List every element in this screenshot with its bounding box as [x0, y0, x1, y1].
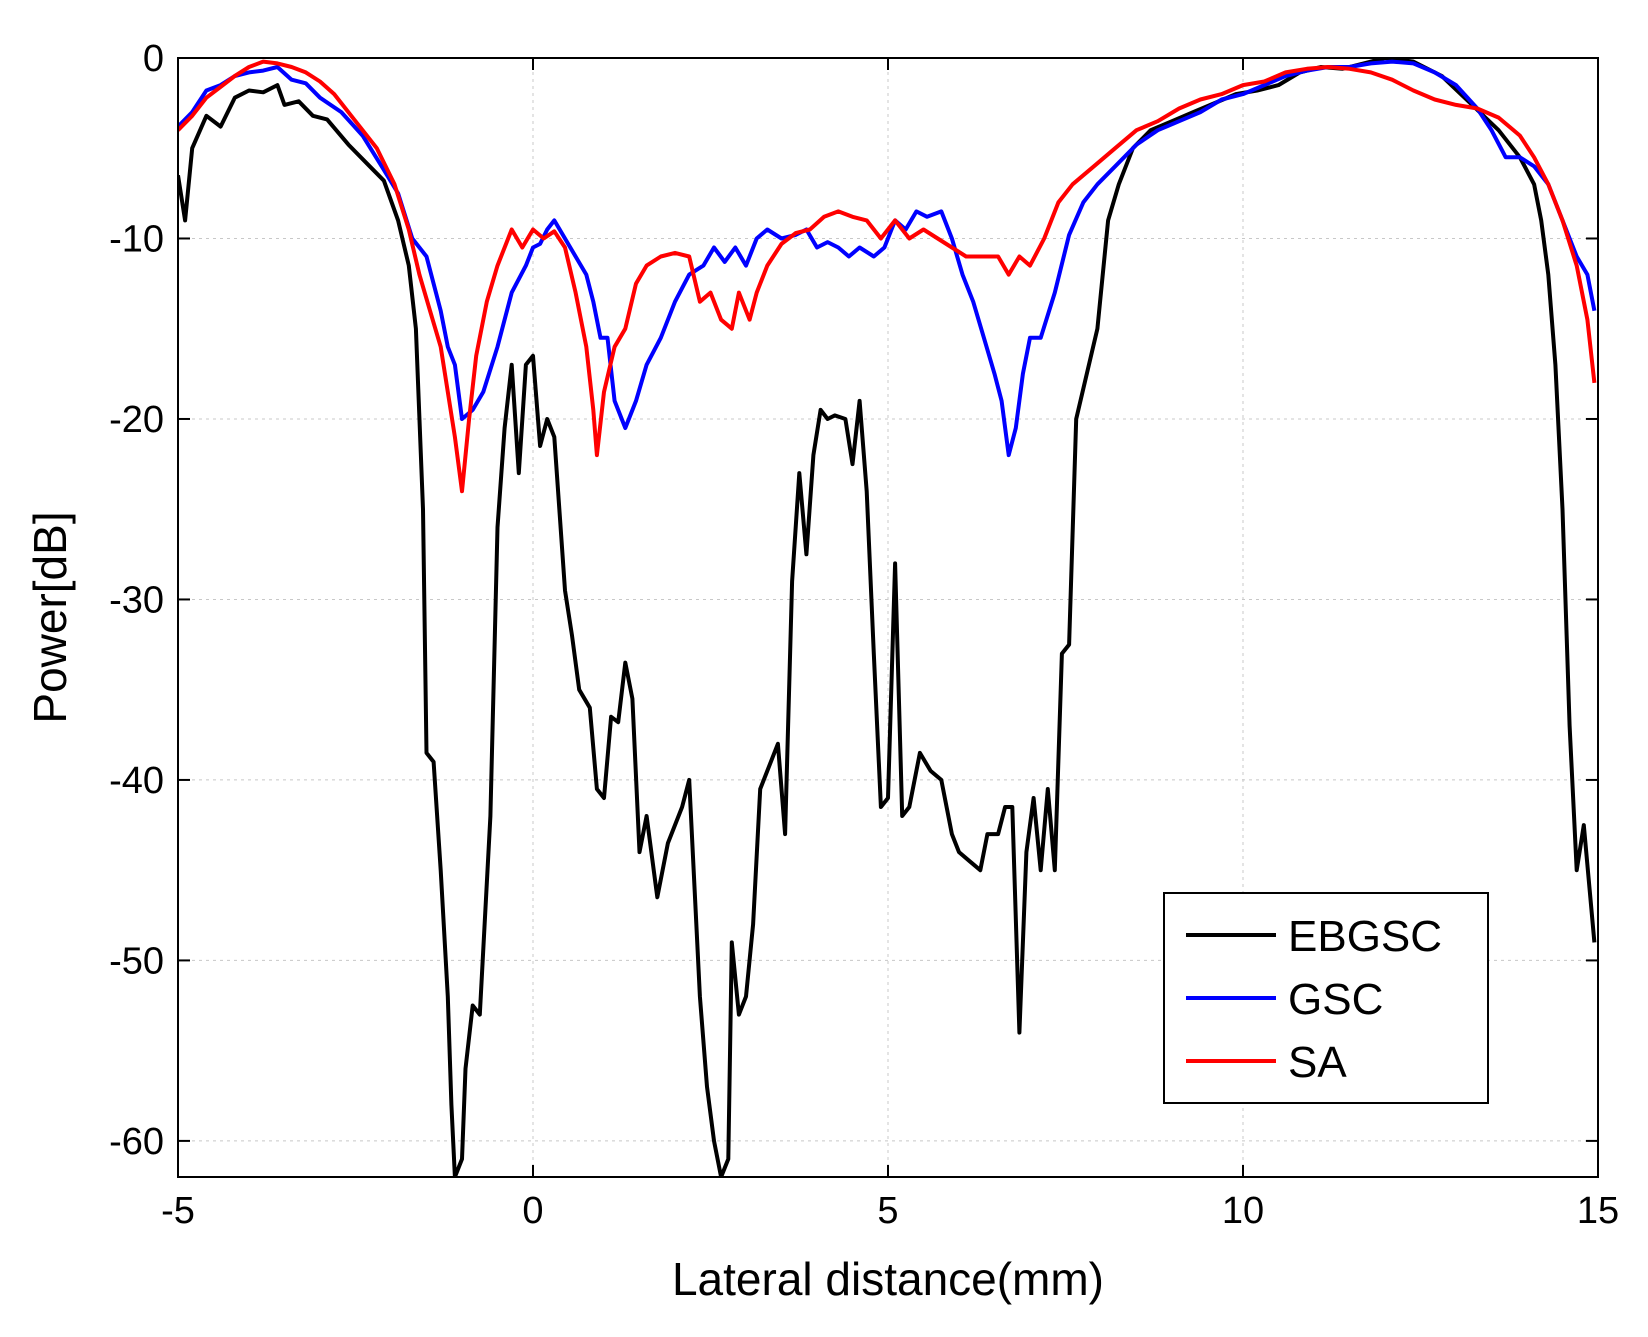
legend: EBGSC GSC SA: [1163, 892, 1489, 1104]
x-tick-label: 15: [1577, 1190, 1619, 1232]
series-group: [178, 58, 1597, 1177]
y-axis-title: Power[dB]: [24, 511, 76, 723]
x-tick-label: 5: [877, 1190, 898, 1232]
series-line-sa: [178, 59, 1597, 494]
y-tick-label: -10: [109, 218, 164, 260]
y-tick-label: -20: [109, 399, 164, 441]
y-tick-label: -60: [109, 1121, 164, 1163]
series-line-ebgsc: [178, 58, 1597, 1177]
axis-ticks: -5 0 5 10 150-10-20-30-40-50-60: [109, 38, 1619, 1232]
x-tick-label: 0: [522, 1190, 543, 1232]
y-tick-label: 0: [143, 38, 164, 80]
legend-label-sa: SA: [1288, 1038, 1347, 1087]
series-line-gsc: [178, 59, 1597, 458]
legend-label-ebgsc: EBGSC: [1288, 912, 1442, 961]
x-axis-title: Lateral distance(mm): [672, 1253, 1104, 1305]
x-tick-label: -5: [161, 1190, 195, 1232]
y-tick-label: -30: [109, 579, 164, 621]
y-tick-label: -40: [109, 760, 164, 802]
legend-label-gsc: GSC: [1288, 975, 1383, 1024]
y-tick-label: -50: [109, 940, 164, 982]
x-tick-label: 10: [1222, 1190, 1264, 1232]
